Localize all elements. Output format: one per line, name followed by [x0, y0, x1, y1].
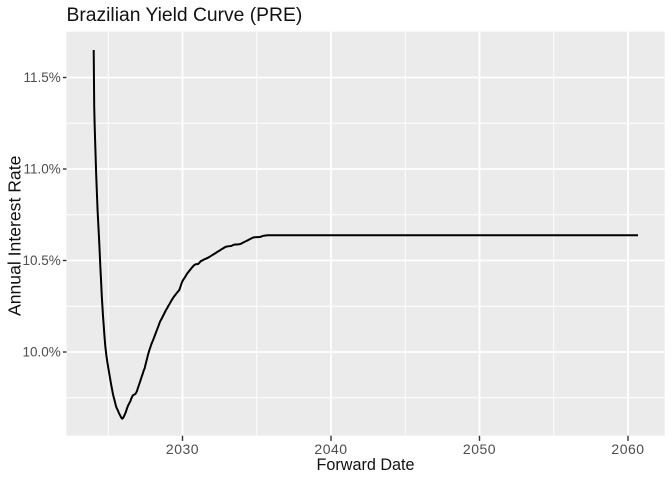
svg-text:10.5%: 10.5% [23, 253, 61, 268]
svg-text:11.5%: 11.5% [24, 70, 61, 85]
svg-text:2030: 2030 [166, 441, 199, 457]
svg-text:10.0%: 10.0% [23, 345, 61, 360]
svg-text:2040: 2040 [314, 441, 347, 457]
svg-text:Forward Date: Forward Date [316, 456, 414, 474]
svg-text:11.0%: 11.0% [24, 162, 61, 177]
svg-text:Brazilian Yield Curve (PRE): Brazilian Yield Curve (PRE) [67, 5, 303, 26]
svg-text:Annual Interest Rate: Annual Interest Rate [5, 156, 25, 316]
svg-text:2050: 2050 [463, 441, 496, 457]
svg-text:2060: 2060 [611, 441, 644, 457]
